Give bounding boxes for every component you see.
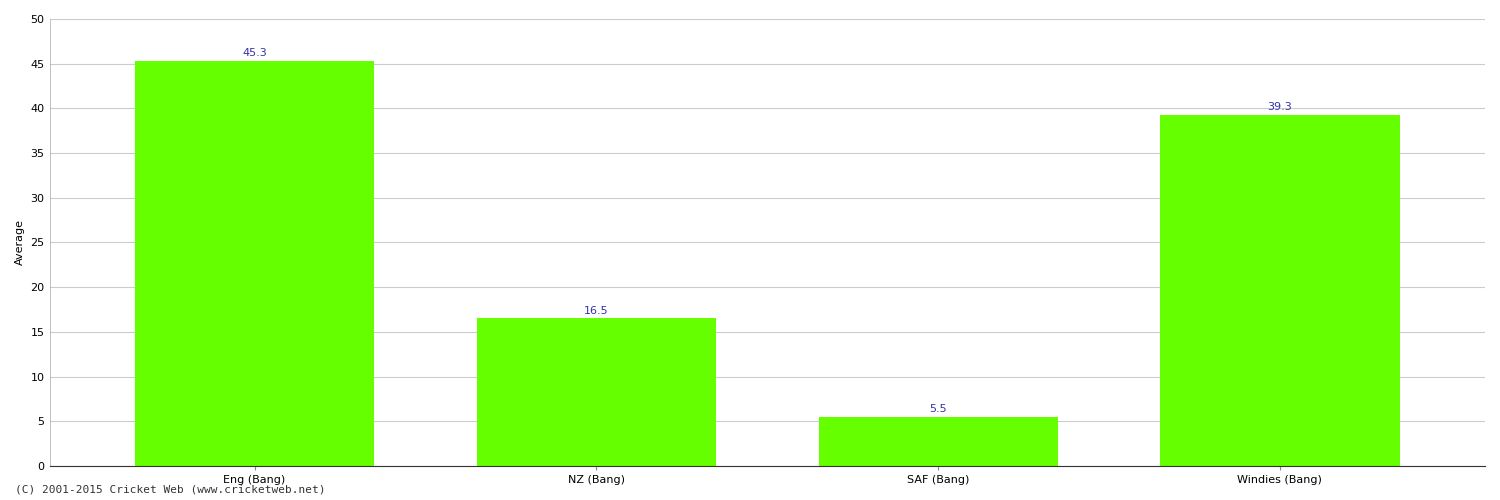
Bar: [477, 318, 716, 466]
Text: (C) 2001-2015 Cricket Web (www.cricketweb.net): (C) 2001-2015 Cricket Web (www.cricketwe…: [15, 485, 326, 495]
Bar: [135, 61, 374, 466]
Text: 45.3: 45.3: [242, 48, 267, 58]
Text: 5.5: 5.5: [930, 404, 946, 414]
Y-axis label: Average: Average: [15, 220, 26, 266]
Bar: [1161, 114, 1400, 466]
Bar: [819, 417, 1058, 466]
Text: 39.3: 39.3: [1268, 102, 1293, 112]
Text: 16.5: 16.5: [584, 306, 609, 316]
